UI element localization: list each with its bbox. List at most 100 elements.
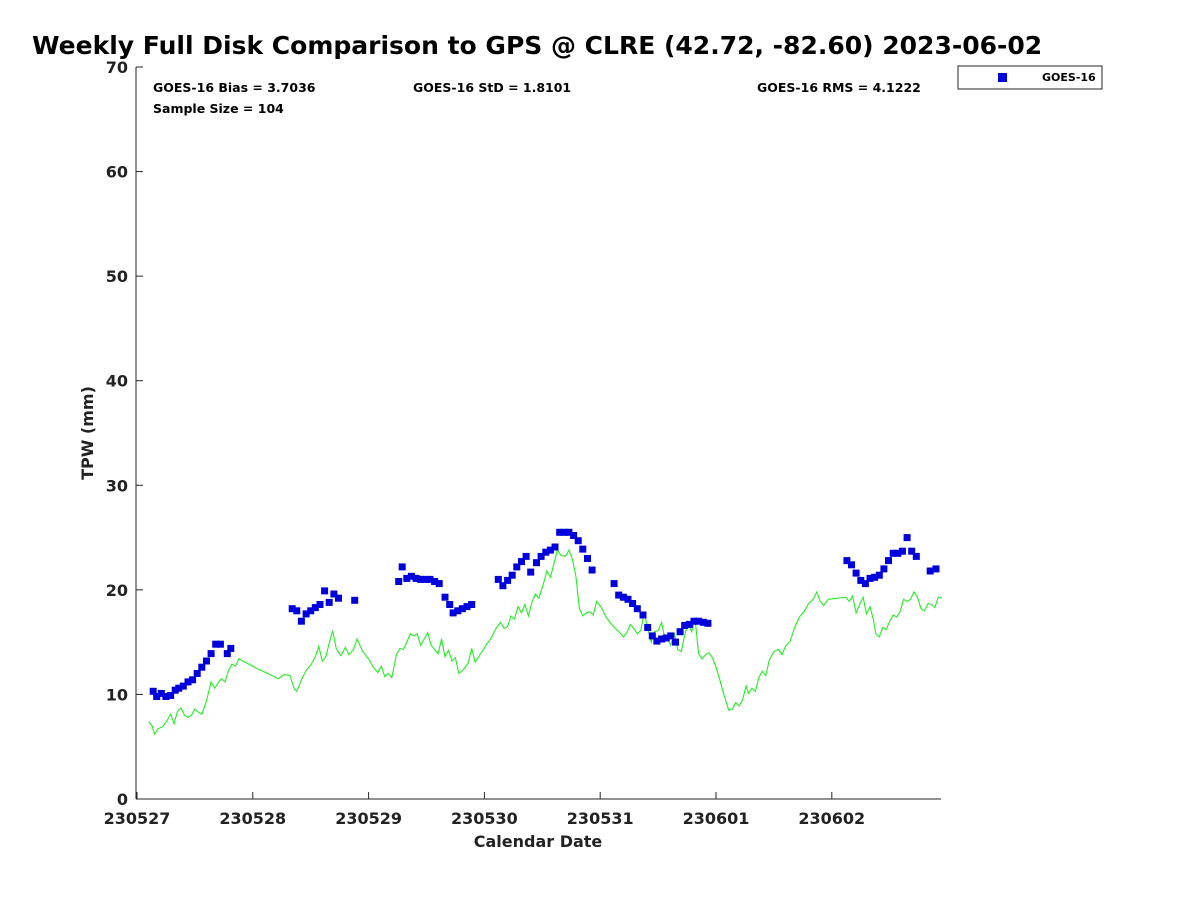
goes16-point [908,547,916,555]
y-tick-label: 0 [117,790,128,809]
goes16-point [426,575,434,583]
y-tick-label: 60 [106,163,128,182]
goes16-point [546,546,554,554]
goes16-point [880,565,888,573]
goes16-point [898,547,906,555]
goes16-point [912,552,920,560]
goes16-point [293,607,301,615]
goes16-point [325,598,333,606]
goes16-point [435,580,443,588]
goes16-point [522,552,530,560]
goes16-point [175,684,183,692]
goes16-point [321,587,329,595]
goes16-point [335,594,342,602]
goes16-point [584,555,591,562]
goes16-point [926,567,934,575]
goes16-point [695,617,703,625]
goes16-point [179,682,187,690]
goes16-point [198,663,206,671]
goes16-point [184,678,192,686]
x-axis-label: Calendar Date [474,832,603,851]
goes16-point [468,601,476,608]
goes16-point [579,545,587,553]
sample-size-stat: Sample Size = 104 [153,101,284,116]
goes16-point [494,575,502,583]
plot-frame [136,67,941,799]
goes16-point [932,565,940,573]
legend-goes16-label: GOES-16 [1042,71,1096,84]
goes16-point [351,596,359,604]
gps-series-line [148,548,942,736]
goes16-point [633,605,641,613]
goes16-point [203,657,210,665]
legend-goes16-marker [998,73,1007,82]
x-tick-label: 230529 [335,809,402,828]
x-tick-label: 230601 [683,809,750,828]
goes16-point [330,590,338,598]
goes16-point [212,640,220,648]
goes16-point [421,575,429,583]
legend-box [957,65,1103,90]
goes16-point [662,634,670,642]
goes16-point [316,601,324,608]
y-axis-label: TPW (mm) [78,386,97,480]
goes16-point [227,644,235,652]
goes16-point [685,620,693,628]
goes16-point [644,624,652,631]
goes16-point [574,537,582,545]
goes16-point [699,618,707,626]
goes16-point [848,561,855,569]
goes16-point [588,566,596,574]
goes16-point [407,572,415,580]
goes16-point [403,574,411,582]
goes16-point [690,617,698,625]
goes16-point [610,580,618,588]
goes16-point [412,574,420,582]
goes16-point [857,576,865,584]
chart-title: Weekly Full Disk Comparison to GPS @ CLR… [32,31,1042,60]
goes16-point [446,601,454,608]
goes16-point [861,580,869,588]
goes16-point [624,595,632,603]
goes16-point [639,611,647,619]
goes16-point [704,619,712,627]
goes16-point [463,603,471,611]
goes16-point [207,650,215,658]
goes16-point [629,600,637,607]
goes16-point [843,557,851,565]
goes16-point [681,621,689,629]
goes16-point [852,569,860,577]
goes16-point [302,610,310,618]
goes16-point [533,559,540,567]
x-tick-label: 230531 [567,809,634,828]
goes16-point [653,637,661,645]
goes16-point [431,578,439,585]
goes16-point [556,528,564,536]
goes16-point [866,574,874,582]
goes16-point [508,571,516,579]
goes16-point [542,548,550,556]
goes16-point [570,532,578,539]
goes16-point [149,687,157,695]
y-ticks-group: 0 10 20 30 40 50 60 70 [106,58,143,809]
goes16-point [667,632,675,640]
goes16-point [518,558,525,566]
goes16-point [153,693,161,700]
goes16-point [504,576,512,584]
x-tick-label: 230528 [219,809,286,828]
goes16-point [551,543,559,551]
x-tick-label: 230527 [104,809,171,828]
goes16-point [307,607,315,615]
goes16-point [619,593,627,601]
goes16-point [875,571,883,579]
goes16-point [223,650,231,658]
goes16-point [560,528,568,536]
goes16-point [885,557,892,565]
goes16-point [193,670,201,677]
goes16-point [658,635,666,643]
x-tick-label: 230530 [451,809,518,828]
goes16-point [395,578,403,585]
goes16-point [288,605,296,613]
goes16-point [441,593,449,601]
